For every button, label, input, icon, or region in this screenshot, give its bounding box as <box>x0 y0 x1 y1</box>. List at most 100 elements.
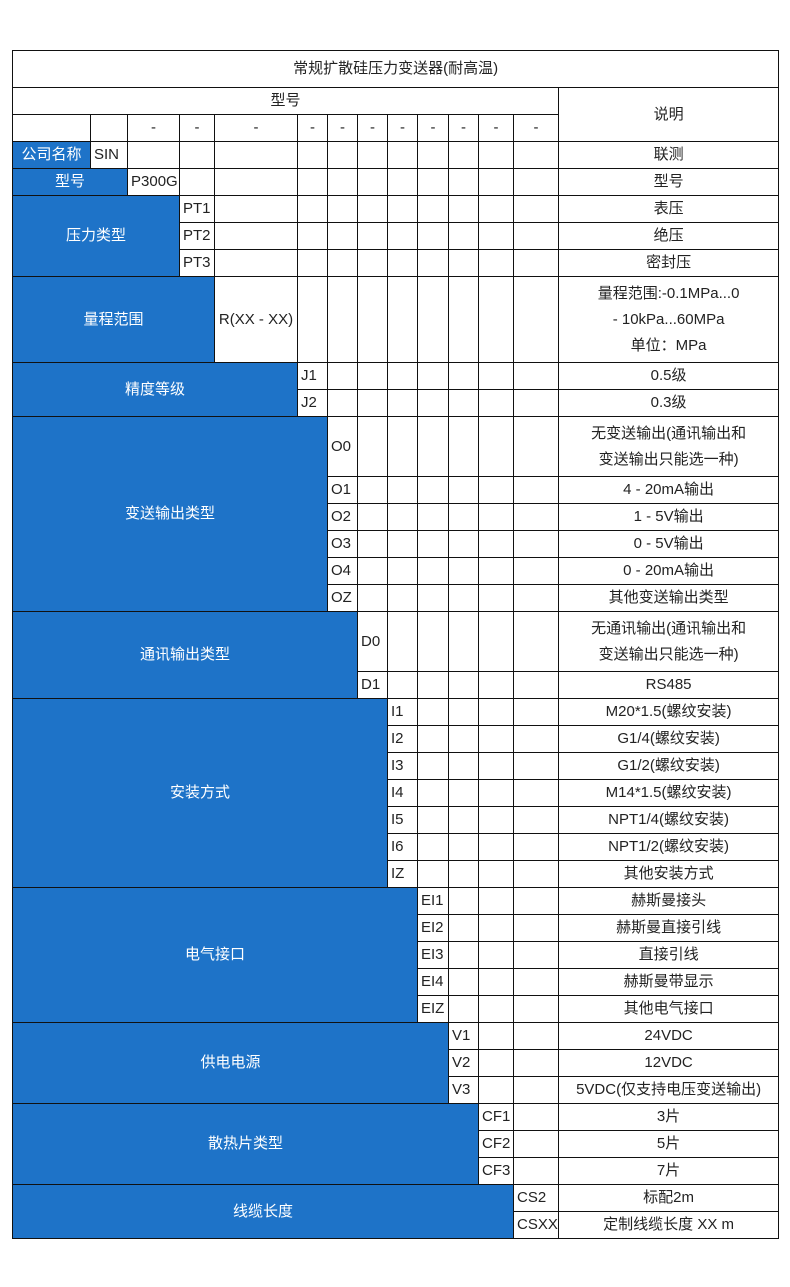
option-description: 赫斯曼带显示 <box>557 968 780 996</box>
table-row: EI2 赫斯曼直接引线 <box>13 914 780 942</box>
empty-cell <box>417 195 449 223</box>
option-description: 其他变送输出类型 <box>557 584 780 612</box>
empty-cell <box>357 195 388 223</box>
empty-cell <box>513 168 559 196</box>
description-line: 无通讯输出(通讯输出和 <box>591 619 747 637</box>
option-code: I2 <box>387 725 418 753</box>
option-description: G1/2(螺纹安装) <box>557 752 780 780</box>
description-line: 赫斯曼直接引线 <box>616 919 722 936</box>
separator-cell <box>12 114 91 142</box>
empty-cell <box>357 222 388 250</box>
description-line: 其他变送输出类型 <box>608 589 729 606</box>
option-description: G1/4(螺纹安装) <box>557 725 780 753</box>
empty-cell <box>478 671 514 699</box>
empty-cell <box>327 195 358 223</box>
table-row: EIZ 其他电气接口 <box>13 995 780 1023</box>
empty-cell <box>387 362 418 390</box>
empty-cell <box>417 611 449 672</box>
empty-cell <box>357 168 388 196</box>
empty-cell <box>357 141 388 169</box>
option-code: J2 <box>297 389 328 417</box>
option-code: I6 <box>387 833 418 861</box>
option-code: O0 <box>327 416 358 477</box>
option-description: 表压 <box>557 195 780 223</box>
description-line: 型号 <box>653 173 684 190</box>
table-row: 电气接口 EI1 赫斯曼接头 <box>12 887 780 1023</box>
empty-cell <box>513 362 559 390</box>
table-row: IZ 其他安装方式 <box>13 860 780 888</box>
description-line: 直接引线 <box>638 946 699 963</box>
option-description: 24VDC <box>557 1022 780 1050</box>
empty-cell <box>417 530 449 558</box>
empty-cell <box>417 362 449 390</box>
option-description: 联测 <box>557 141 780 169</box>
option-description: 12VDC <box>557 1049 780 1077</box>
empty-cell <box>417 141 449 169</box>
empty-cell <box>478 611 514 672</box>
option-code: EI4 <box>417 968 449 996</box>
option-description: 4 - 20mA输出 <box>557 476 780 504</box>
option-code: I4 <box>387 779 418 807</box>
empty-cell <box>478 1022 514 1050</box>
option-code: J1 <box>297 362 328 390</box>
empty-cell <box>478 752 514 780</box>
separator-cell <box>90 114 128 142</box>
option-code: I5 <box>387 806 418 834</box>
empty-cell <box>448 806 479 834</box>
separator-cell: - <box>297 114 328 142</box>
empty-cell <box>357 503 388 531</box>
option-code: I3 <box>387 752 418 780</box>
empty-cell <box>214 195 298 223</box>
empty-cell <box>478 416 514 477</box>
empty-cell <box>513 389 559 417</box>
empty-cell <box>448 416 479 477</box>
empty-cell <box>417 725 449 753</box>
option-description: 其他电气接口 <box>557 995 780 1023</box>
table-row: 型号 P300G 型号 <box>12 168 780 196</box>
empty-cell <box>478 557 514 585</box>
category-label: 变送输出类型 <box>12 416 328 612</box>
option-code: P300G <box>127 168 180 196</box>
table-row: 散热片类型 CF1 3片 <box>12 1103 780 1185</box>
empty-cell <box>513 195 559 223</box>
description-line: 绝压 <box>653 227 684 244</box>
empty-cell <box>448 671 479 699</box>
empty-cell <box>478 887 514 915</box>
separator-cell: - <box>513 114 559 142</box>
table-row: I4 M14*1.5(螺纹安装) <box>13 779 780 807</box>
option-code: V1 <box>448 1022 479 1050</box>
empty-cell <box>478 141 514 169</box>
option-code: D0 <box>357 611 388 672</box>
empty-cell <box>478 1076 514 1104</box>
header-row: 型号 说明 <box>12 87 780 142</box>
category-label: 通讯输出类型 <box>12 611 358 699</box>
table-row: O1 4 - 20mA输出 <box>13 476 780 504</box>
empty-cell <box>417 584 449 612</box>
option-description: 无变送输出(通讯输出和 变送输出只能选一种) <box>557 416 780 477</box>
option-code: O3 <box>327 530 358 558</box>
table-row: 压力类型 PT1 表压 <box>12 195 780 277</box>
option-code: R(XX - XX) <box>214 276 298 363</box>
empty-cell <box>387 530 418 558</box>
model-selection-table: 常规扩散硅压力变送器(耐高温) 型号 说明 ----------- 公司名称 SI… <box>11 50 780 1239</box>
empty-cell <box>297 141 328 169</box>
category-label: 供电电源 <box>12 1022 449 1104</box>
separator-cell: - <box>357 114 388 142</box>
option-description: 型号 <box>557 168 780 196</box>
separator-cell: - <box>214 114 298 142</box>
description-line: NPT1/2(螺纹安装) <box>608 838 729 855</box>
empty-cell <box>357 416 388 477</box>
option-code: CSXX <box>513 1211 559 1239</box>
category-label: 散热片类型 <box>12 1103 479 1185</box>
empty-cell <box>513 222 559 250</box>
empty-cell <box>478 249 514 277</box>
empty-cell <box>513 833 559 861</box>
separator-cell: - <box>417 114 449 142</box>
empty-cell <box>478 476 514 504</box>
empty-cell <box>448 833 479 861</box>
empty-cell <box>448 941 479 969</box>
table-row: EI4 赫斯曼带显示 <box>13 968 780 996</box>
option-code: I1 <box>387 698 418 726</box>
empty-cell <box>513 995 559 1023</box>
description-line: 无变送输出(通讯输出和 <box>591 424 747 442</box>
